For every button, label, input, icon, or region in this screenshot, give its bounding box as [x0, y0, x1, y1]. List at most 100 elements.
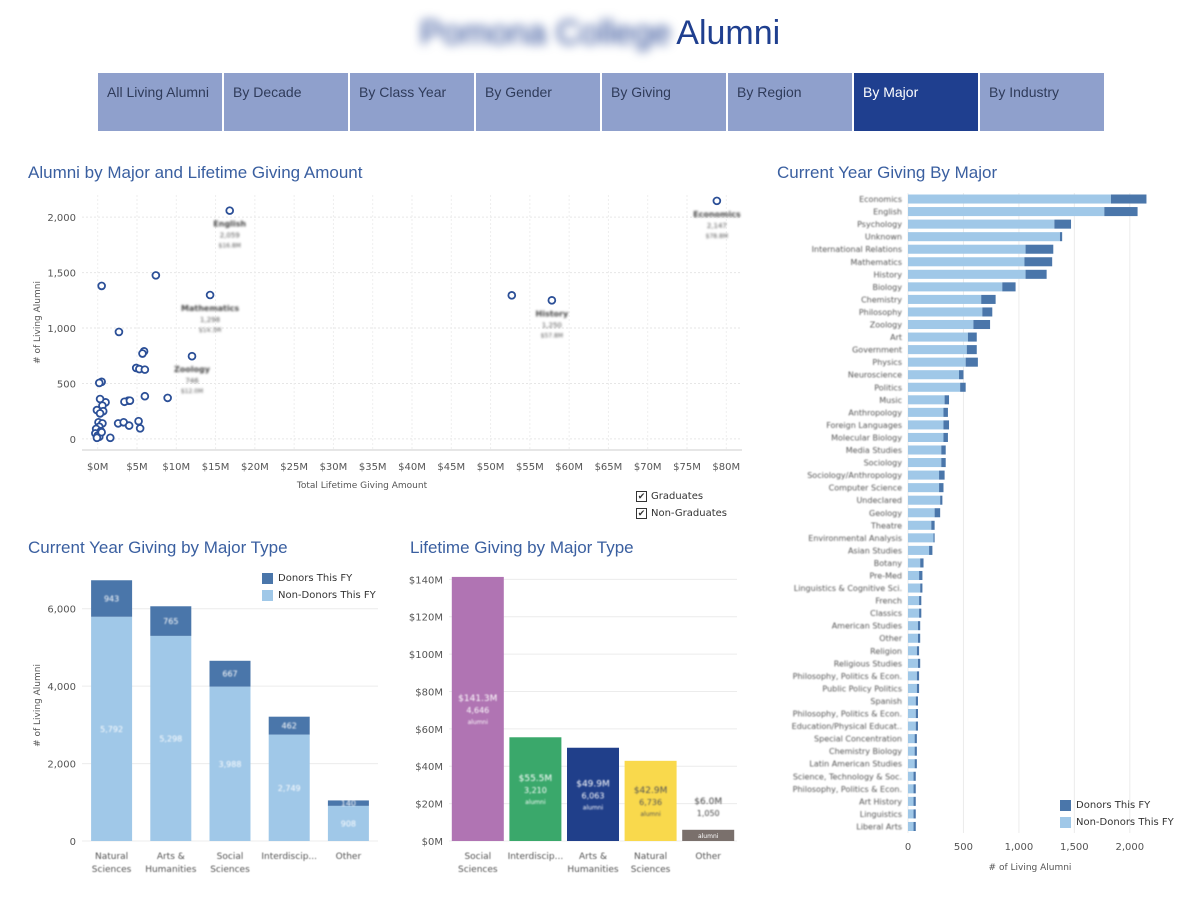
category-label: Education/Physical Educat..: [792, 722, 902, 731]
donor-bar: [1024, 257, 1053, 267]
category-label: Science, Technology & Soc.: [793, 772, 902, 781]
value-label: $55.5M: [519, 774, 553, 784]
y-axis-title: # of Living Alumni: [33, 281, 43, 364]
category-label: Interdiscip...: [261, 852, 317, 862]
donor-bar: [944, 395, 950, 405]
donor-bar: [943, 407, 948, 417]
y-tick-label: 0: [70, 435, 76, 446]
category-label: History: [874, 270, 903, 279]
category-label: Chemistry: [861, 295, 902, 304]
tab-by-decade[interactable]: By Decade: [224, 73, 348, 131]
tab-by-region[interactable]: By Region: [728, 73, 852, 131]
x-tick-label: 2,000: [1115, 842, 1144, 853]
non-donor-bar: [908, 407, 944, 417]
category-label: Liberal Arts: [856, 822, 902, 831]
scatter-title: Alumni by Major and Lifetime Giving Amou…: [28, 163, 363, 182]
checkbox-icon[interactable]: ✔: [636, 508, 647, 519]
category-label: Natural: [634, 852, 667, 862]
non-donor-bar: [908, 533, 934, 543]
non-donor-bar: [908, 508, 935, 518]
donor-bar: [973, 319, 991, 330]
non-donor-bar: [908, 257, 1025, 267]
non-donor-bar: [908, 658, 918, 668]
major-type-bar-chart[interactable]: 0 2,000 4,000 6,000 # of Living Alumni 943 5,7…: [0, 560, 390, 895]
category-label: Humanities: [145, 865, 197, 875]
point-annotation: Mathematics 1,298 $14.3M: [181, 304, 239, 334]
donor-bar: [913, 821, 916, 831]
donor-bar: [981, 294, 996, 304]
annotation-count: 2,059: [220, 232, 240, 240]
value-label: $141.3M: [458, 694, 497, 704]
non-donor-bar: [908, 219, 1055, 229]
legend-non-graduates[interactable]: ✔ Non-Graduates: [636, 505, 727, 522]
y-tick-label: $120M: [409, 613, 443, 624]
category-label: Mathematics: [850, 258, 902, 267]
non-donor-bar: [209, 686, 251, 841]
non-donor-bar: [908, 583, 921, 593]
y-tick-label: $40M: [415, 762, 443, 773]
page-title-blurred: Pomona College: [419, 14, 672, 52]
data-point: [134, 416, 143, 426]
point-annotation: Economics 2,147 $78.8M: [693, 210, 741, 240]
category-label: Sciences: [210, 865, 250, 875]
tab-by-major[interactable]: By Major: [854, 73, 978, 131]
scatter-chart[interactable]: 0 500 1,000 1,500 2,000 $0M $5M $10M $15M $20M $25…: [0, 185, 760, 495]
lifetime-type-bar-chart[interactable]: $0M $20M $40M $60M $80M $100M $120M $140M $141.3…: [392, 560, 752, 895]
checkbox-icon[interactable]: ✔: [636, 491, 647, 502]
lifetime-bar: [682, 829, 735, 841]
category-label: Pre-Med: [869, 571, 902, 580]
non-donor-bar: [908, 796, 914, 806]
annotation-label: English: [213, 220, 246, 229]
donor-bar: [1054, 219, 1072, 229]
category-label: Sciences: [92, 865, 132, 875]
non-donor-value-label: 2,749: [278, 784, 301, 793]
donor-bar: [966, 345, 977, 355]
category-label: Social: [464, 852, 491, 862]
tab-by-giving[interactable]: By Giving: [602, 73, 726, 131]
legend-non-donors-label: Non-Donors This FY: [1076, 817, 1174, 828]
annotation-amount: $16.8M: [219, 243, 241, 250]
tab-by-class-year[interactable]: By Class Year: [350, 73, 474, 131]
donor-bar: [913, 809, 916, 819]
legend-non-donors[interactable]: Non-Donors This FY: [1060, 814, 1174, 831]
legend-swatch: [1060, 800, 1071, 811]
category-label: Public Policy Politics: [822, 684, 902, 693]
tab-all-living-alumni[interactable]: All Living Alumni: [98, 73, 222, 131]
annotation-amount: $12.0M: [181, 388, 203, 395]
non-donor-bar: [908, 809, 914, 819]
x-tick-label: $20M: [241, 462, 269, 473]
category-label: Neuroscience: [848, 371, 902, 380]
tab-by-gender[interactable]: By Gender: [476, 73, 600, 131]
legend-non-donors[interactable]: Non-Donors This FY: [262, 587, 376, 604]
category-label: Sociology: [864, 459, 903, 468]
major-bar-chart[interactable]: 0 500 1,000 1,500 2,000 # of Living Alumni Eco…: [760, 185, 1200, 885]
data-point: [105, 433, 115, 443]
non-donor-bar: [908, 470, 940, 480]
category-label: Physics: [872, 358, 902, 367]
data-point: [135, 424, 145, 433]
non-donor-bar: [908, 646, 917, 656]
data-point: [140, 391, 150, 401]
non-donor-bar: [908, 721, 916, 731]
legend-donors[interactable]: Donors This FY: [1060, 797, 1174, 814]
category-label: Economics: [859, 195, 902, 204]
donor-bar: [917, 633, 921, 643]
y-tick-label: $140M: [409, 575, 443, 586]
category-label: Psychology: [857, 220, 902, 229]
annotation-label: Economics: [693, 210, 741, 219]
legend-donors[interactable]: Donors This FY: [262, 570, 376, 587]
annotation-amount: $78.8M: [706, 233, 728, 240]
tab-by-industry[interactable]: By Industry: [980, 73, 1104, 131]
legend-non-donors-label: Non-Donors This FY: [278, 590, 376, 601]
non-donor-bar: [908, 671, 917, 681]
category-label: Sciences: [631, 865, 671, 875]
donor-bar: [940, 495, 943, 505]
donor-bar: [327, 800, 369, 806]
donor-bar: [939, 470, 945, 480]
non-donor-bar: [908, 232, 1060, 242]
legend-graduates[interactable]: ✔ Graduates: [636, 488, 727, 505]
unit-label: alumni: [640, 811, 661, 818]
data-point: [95, 409, 105, 418]
category-label: Politics: [874, 383, 902, 392]
x-tick-label: 500: [954, 842, 973, 853]
